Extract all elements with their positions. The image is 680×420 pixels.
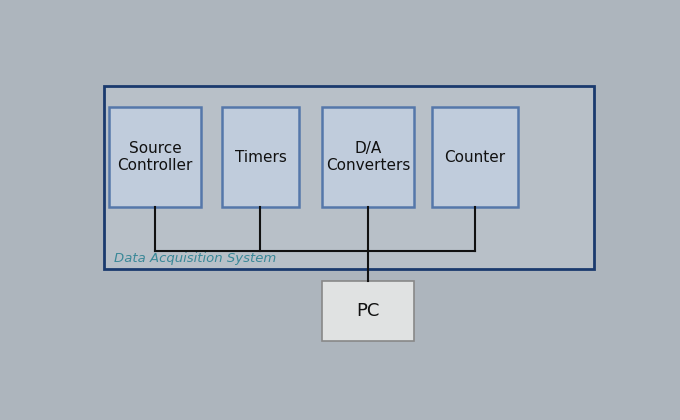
Text: Source
Controller: Source Controller [118,141,192,173]
FancyBboxPatch shape [105,86,594,269]
Text: D/A
Converters: D/A Converters [326,141,410,173]
FancyBboxPatch shape [432,107,518,207]
Text: Counter: Counter [445,150,505,165]
FancyBboxPatch shape [109,107,201,207]
Text: Data Acquisition System: Data Acquisition System [114,252,276,265]
FancyBboxPatch shape [322,281,414,341]
FancyBboxPatch shape [322,107,414,207]
FancyBboxPatch shape [222,107,299,207]
Text: PC: PC [356,302,379,320]
Text: Timers: Timers [235,150,286,165]
